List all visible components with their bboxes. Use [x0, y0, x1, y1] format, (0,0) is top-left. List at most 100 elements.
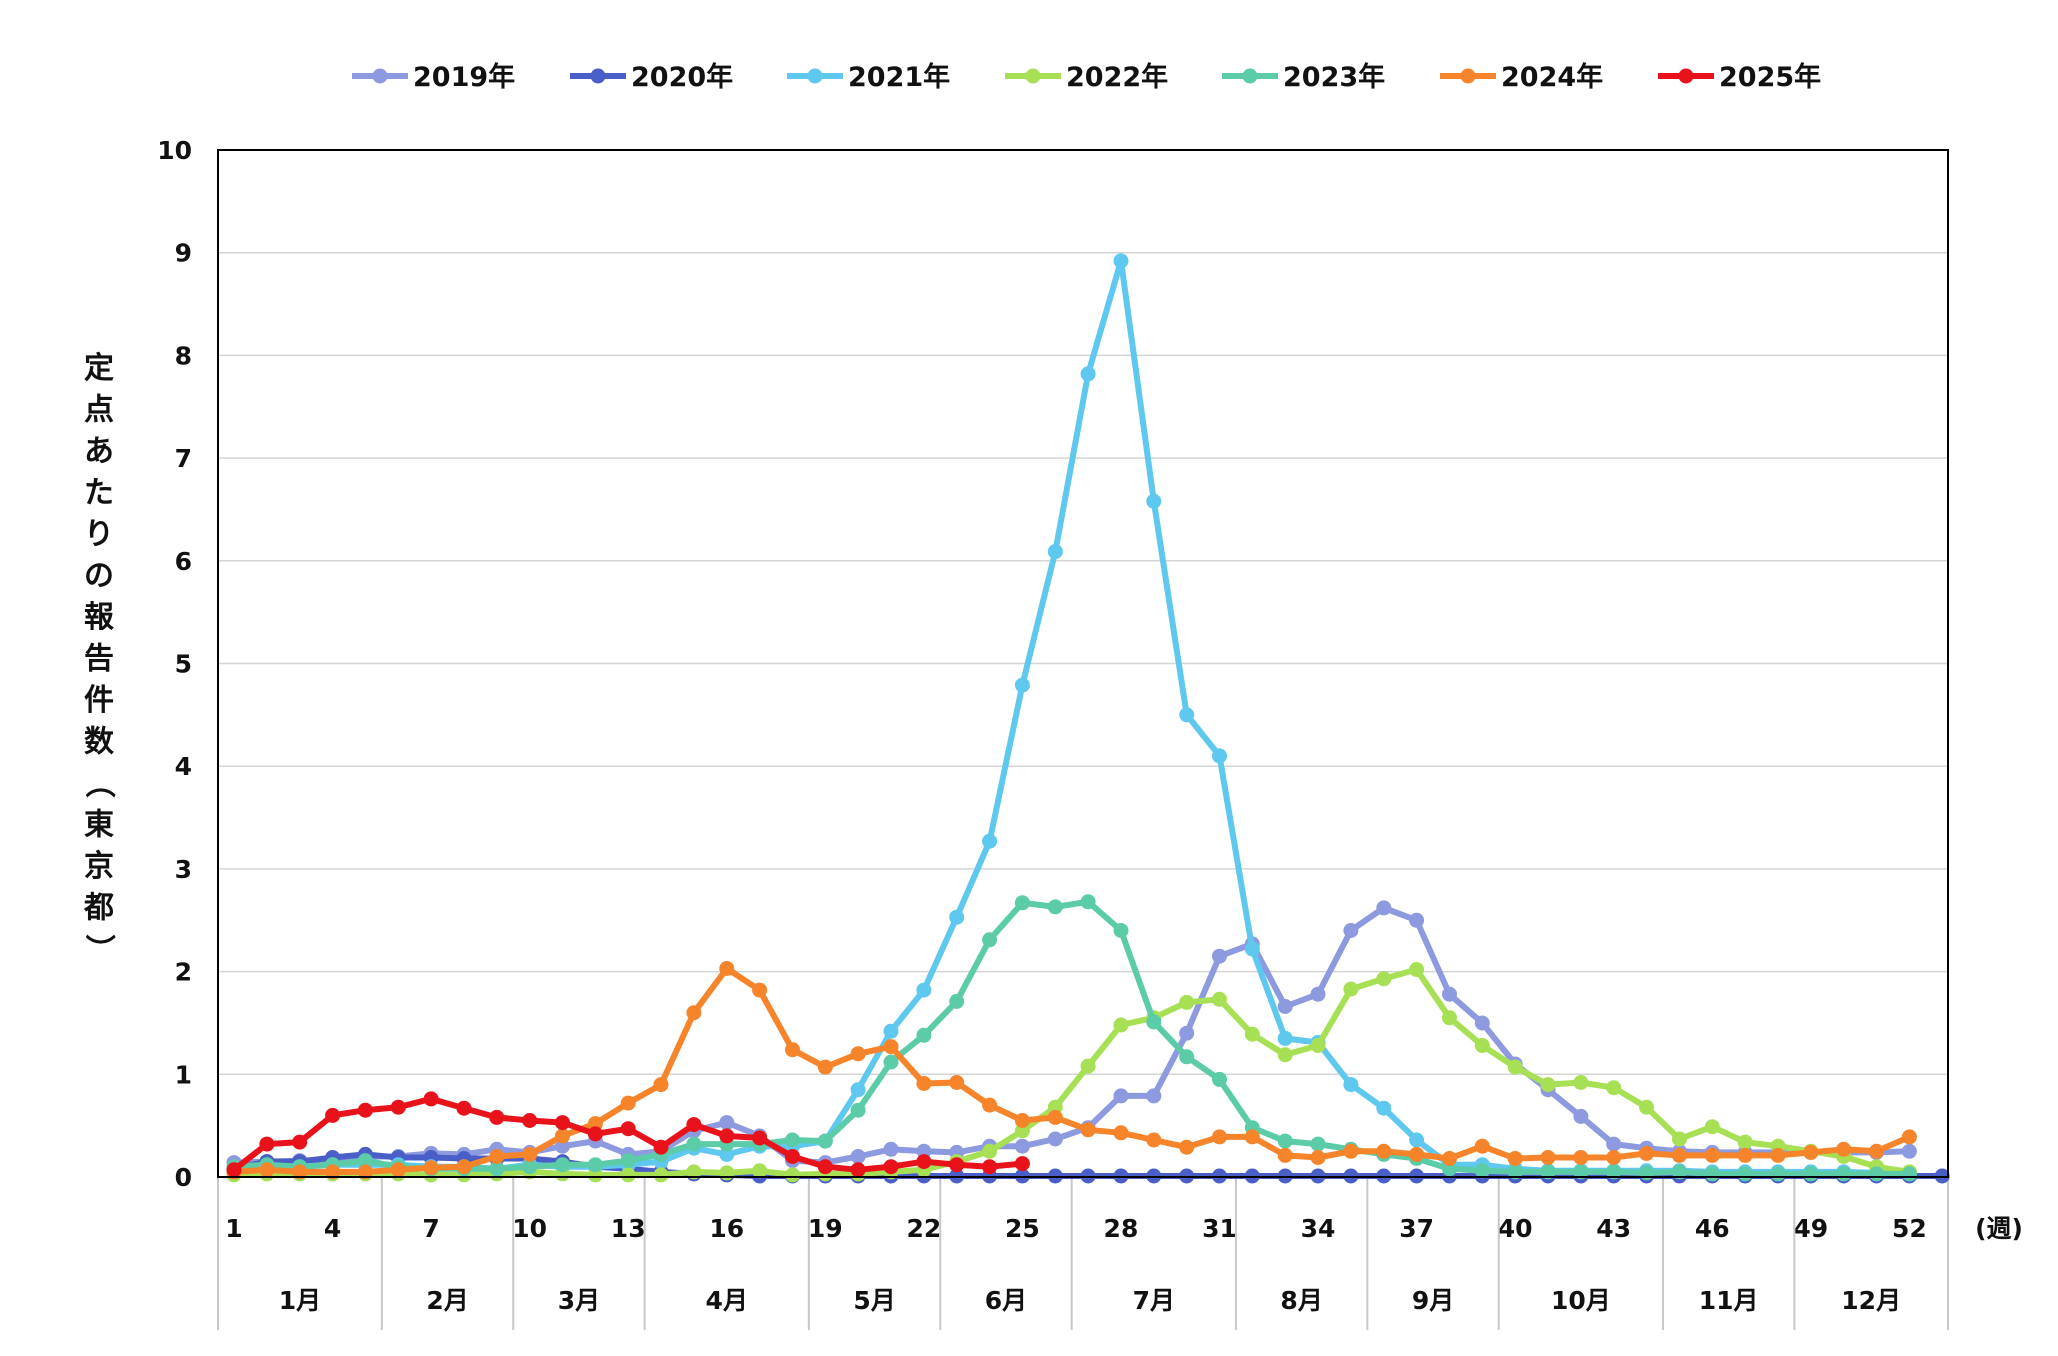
y-axis-label-char: の: [84, 559, 114, 594]
y-axis-label-char: あ: [84, 434, 114, 469]
data-point: [522, 1113, 538, 1128]
data-point: [1442, 986, 1457, 1002]
x-tick-label: 31: [1202, 1214, 1237, 1243]
data-point: [883, 1141, 899, 1157]
data-point: [949, 1075, 965, 1090]
data-point: [1047, 1109, 1063, 1125]
data-point: [325, 1107, 341, 1123]
y-axis-ticks: 0 1 2 3 4 5 6 7 8 9 10: [157, 136, 192, 1192]
y-axis-label-char: 京: [84, 849, 114, 884]
series-2023年: [226, 894, 1917, 1182]
data-point: [1507, 1164, 1523, 1180]
data-point: [1277, 1147, 1293, 1163]
data-point: [883, 1023, 899, 1039]
series-lines: [226, 253, 1950, 1184]
data-point: [1212, 748, 1227, 764]
legend-item: 2024年: [1440, 61, 1603, 93]
data-point: [817, 1059, 833, 1075]
y-tick-label: 5: [175, 650, 192, 679]
data-point: [1704, 1147, 1720, 1163]
data-point: [1442, 1161, 1457, 1177]
month-label: 2月: [426, 1286, 468, 1315]
data-point: [1540, 1150, 1556, 1165]
data-point: [357, 1102, 373, 1118]
data-point: [1474, 1138, 1490, 1154]
data-point: [916, 1076, 932, 1091]
data-point: [390, 1099, 406, 1115]
data-point: [1803, 1144, 1819, 1160]
data-point: [949, 993, 965, 1009]
data-point: [1244, 1026, 1260, 1042]
legend-label: 2020年: [631, 61, 733, 93]
x-tick-label: 28: [1104, 1214, 1139, 1243]
data-point: [555, 1157, 570, 1173]
data-point: [883, 1054, 899, 1070]
data-point: [982, 1143, 998, 1159]
data-point: [686, 1117, 702, 1133]
legend-label: 2024年: [1501, 61, 1603, 93]
data-point: [1540, 1164, 1556, 1180]
data-point: [1573, 1164, 1589, 1180]
data-point: [1277, 1133, 1293, 1149]
data-point: [1376, 1143, 1392, 1159]
data-point: [982, 1159, 998, 1175]
month-label: 12月: [1841, 1286, 1901, 1315]
x-axis-unit: (週): [1975, 1214, 2023, 1243]
legend-item: 2022年: [1005, 61, 1168, 93]
y-axis-label-char: 告: [84, 642, 114, 677]
data-point: [850, 1102, 866, 1118]
grid-lines: [218, 251, 1948, 1076]
month-axis: 1月 2月 3月 4月 5月 6月 7月 8月 9月 10月 11月 12月: [217, 1177, 1949, 1330]
data-point: [357, 1164, 373, 1180]
month-label: 3月: [558, 1286, 600, 1315]
data-point: [1671, 1131, 1687, 1147]
data-point: [1014, 677, 1030, 693]
x-tick-label: 49: [1793, 1214, 1828, 1243]
data-point: [1671, 1164, 1687, 1180]
data-point: [949, 909, 965, 925]
data-point: [719, 1165, 735, 1181]
data-point: [1244, 1129, 1260, 1145]
data-point: [1146, 1132, 1162, 1148]
legend-swatch-marker: [1025, 68, 1041, 84]
series-line: [231, 966, 1913, 1178]
data-point: [390, 1162, 406, 1178]
data-point: [587, 1157, 603, 1173]
data-point: [489, 1149, 505, 1164]
y-axis-label-char: 件: [84, 683, 114, 718]
data-point: [587, 1126, 603, 1142]
data-point: [949, 1157, 965, 1173]
data-point: [982, 1097, 998, 1113]
data-point: [259, 1136, 275, 1152]
data-point: [1310, 1136, 1326, 1152]
data-point: [357, 1153, 373, 1169]
y-axis-label-char: た: [84, 476, 114, 511]
data-point: [1310, 1038, 1326, 1053]
data-point: [686, 1136, 702, 1152]
y-tick-label: 8: [175, 341, 192, 370]
data-point: [1901, 1129, 1917, 1145]
y-axis-label-char: ）: [81, 934, 116, 964]
data-point: [1376, 1100, 1392, 1116]
y-tick-label: 7: [175, 444, 192, 473]
data-point: [423, 1160, 439, 1176]
x-tick-label: 10: [512, 1214, 547, 1243]
month-label: 8月: [1280, 1286, 1322, 1315]
data-point: [1869, 1166, 1884, 1182]
series-2019年: [226, 900, 1917, 1171]
data-point: [1014, 1113, 1030, 1128]
x-tick-label: 22: [906, 1214, 941, 1243]
data-point: [1212, 948, 1227, 964]
data-point: [620, 1153, 636, 1169]
y-axis-label-char: （: [81, 768, 116, 798]
data-point: [1770, 1166, 1786, 1182]
x-tick-label: 16: [709, 1214, 744, 1243]
data-point: [1409, 962, 1425, 977]
data-point: [1047, 1131, 1063, 1147]
series-line: [231, 904, 1913, 1166]
legend-swatch-marker: [372, 68, 388, 84]
x-tick-label: 46: [1695, 1214, 1730, 1243]
data-point: [850, 1149, 866, 1164]
